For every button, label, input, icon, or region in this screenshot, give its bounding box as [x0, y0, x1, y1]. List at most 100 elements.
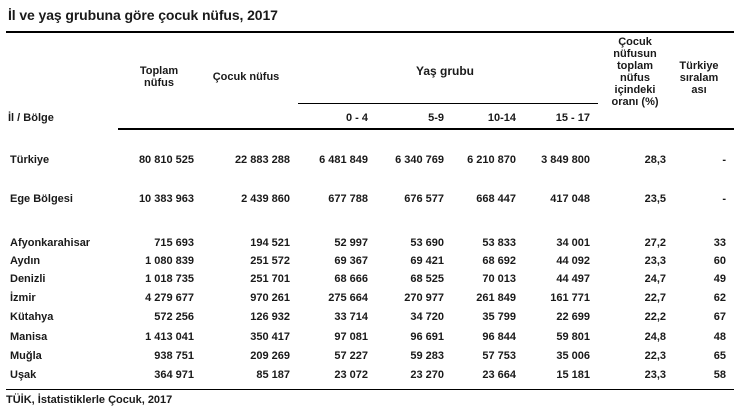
cell-rank: 33: [713, 237, 726, 249]
cell-a3: 34 001: [556, 237, 590, 249]
cell-ratio: 24,8: [644, 331, 666, 343]
cell-name: Afyonkarahisar: [10, 237, 91, 249]
cell-a1: 69 421: [410, 255, 444, 267]
cell-a1: 6 340 769: [395, 154, 444, 166]
cell-ratio: 22,7: [644, 292, 666, 304]
cell-a2: 57 753: [482, 350, 516, 362]
cell-a3: 161 771: [550, 292, 590, 304]
cell-rank: 60: [713, 255, 726, 267]
cell-total: 572 256: [154, 311, 194, 323]
cell-name: Aydın: [10, 255, 41, 267]
cell-total: 80 810 525: [138, 154, 194, 166]
cell-a3: 15 181: [556, 369, 590, 381]
cell-a2: 668 447: [476, 193, 516, 205]
cell-rank: 65: [713, 350, 726, 362]
cell-rank: 67: [713, 311, 726, 323]
cell-a1: 23 270: [410, 369, 444, 381]
cell-total: 10 383 963: [138, 193, 194, 205]
cell-rank: 62: [713, 292, 726, 304]
cell-ratio: 24,7: [644, 273, 666, 285]
cell-ratio: 23,5: [644, 193, 666, 205]
cell-a0: 52 997: [334, 237, 368, 249]
cell-a3: 44 497: [556, 273, 590, 285]
cell-child: 2 439 860: [241, 193, 290, 205]
cell-a0: 275 664: [328, 292, 368, 304]
header-rank: Türkiye sıralam ası: [679, 60, 719, 96]
cell-name: Denizli: [10, 273, 46, 285]
cell-a2: 261 849: [476, 292, 516, 304]
cell-a2: 96 844: [482, 331, 516, 343]
cell-name: İzmir: [10, 292, 36, 304]
cell-a3: 417 048: [550, 193, 590, 205]
cell-ratio: 23,3: [644, 255, 666, 267]
cell-child: 209 269: [250, 350, 290, 362]
cell-total: 364 971: [154, 369, 194, 381]
cell-a3: 22 699: [556, 311, 590, 323]
header-age-group: Yaş grubu: [415, 64, 474, 78]
header-ratio: Çocuk nüfusun toplam nüfus içindeki oran…: [611, 36, 659, 108]
header-region: İl / Bölge: [8, 112, 54, 124]
cell-child: 970 261: [250, 292, 290, 304]
cell-child: 251 572: [250, 255, 290, 267]
cell-a1: 53 690: [410, 237, 444, 249]
cell-a0: 69 367: [334, 255, 368, 267]
cell-name: Manisa: [10, 331, 48, 343]
cell-a1: 270 977: [404, 292, 444, 304]
cell-ratio: 27,2: [644, 237, 666, 249]
cell-a2: 70 013: [482, 273, 516, 285]
age-group-rule: [298, 103, 598, 104]
cell-a0: 97 081: [334, 331, 368, 343]
cell-name: Ege Bölgesi: [10, 193, 73, 205]
cell-total: 1 080 839: [145, 255, 194, 267]
cell-child: 350 417: [250, 331, 290, 343]
cell-rank: 49: [713, 273, 726, 285]
bottom-rule: [6, 389, 734, 390]
cell-a0: 33 714: [334, 311, 368, 323]
header-age-10-14: 10-14: [487, 112, 516, 124]
cell-child: 22 883 288: [234, 154, 290, 166]
cell-a1: 59 283: [410, 350, 444, 362]
cell-a1: 34 720: [410, 311, 444, 323]
cell-a3: 44 092: [556, 255, 590, 267]
cell-child: 251 701: [250, 273, 290, 285]
cell-a0: 57 227: [334, 350, 368, 362]
cell-a0: 677 788: [328, 193, 368, 205]
header-child: Çocuk nüfus: [212, 71, 280, 83]
cell-a3: 59 801: [556, 331, 590, 343]
cell-a2: 6 210 870: [467, 154, 516, 166]
cell-a1: 676 577: [404, 193, 444, 205]
cell-a3: 3 849 800: [541, 154, 590, 166]
cell-a2: 23 664: [482, 369, 516, 381]
cell-child: 85 187: [256, 369, 290, 381]
cell-total: 4 279 677: [145, 292, 194, 304]
cell-total: 1 413 041: [145, 331, 194, 343]
header-age-0-4: 0 - 4: [345, 112, 368, 124]
cell-a3: 35 006: [556, 350, 590, 362]
cell-ratio: 23,3: [644, 369, 666, 381]
cell-ratio: 22,3: [644, 350, 666, 362]
header-age-15-17: 15 - 17: [555, 112, 590, 124]
cell-ratio: 28,3: [644, 154, 666, 166]
cell-a2: 68 692: [482, 255, 516, 267]
cell-a0: 68 666: [334, 273, 368, 285]
cell-a2: 35 799: [482, 311, 516, 323]
cell-child: 194 521: [250, 237, 290, 249]
header-age-5-9: 5-9: [428, 112, 444, 124]
header-total: Toplam nüfus: [139, 65, 179, 89]
cell-ratio: 22,2: [644, 311, 666, 323]
cell-rank: -: [722, 193, 726, 205]
cell-a2: 53 833: [482, 237, 516, 249]
cell-a1: 68 525: [410, 273, 444, 285]
cell-total: 1 018 735: [145, 273, 194, 285]
cell-total: 938 751: [154, 350, 194, 362]
cell-a0: 6 481 849: [319, 154, 368, 166]
cell-rank: 48: [713, 331, 726, 343]
cell-total: 715 693: [154, 237, 194, 249]
cell-a0: 23 072: [334, 369, 368, 381]
cell-name: Türkiye: [10, 154, 50, 166]
cell-name: Muğla: [10, 350, 42, 362]
table-title: İl ve yaş grubuna göre çocuk nüfus, 2017: [8, 7, 278, 23]
cell-name: Uşak: [10, 369, 37, 381]
cell-a1: 96 691: [410, 331, 444, 343]
top-rule: [6, 31, 734, 33]
